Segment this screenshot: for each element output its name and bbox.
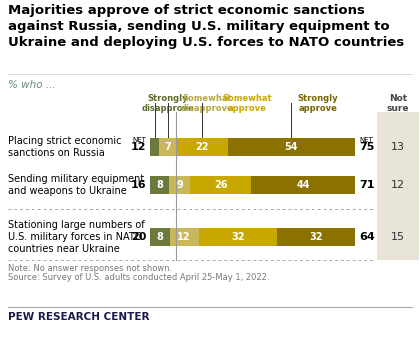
- Bar: [377, 112, 419, 260]
- Bar: [169, 176, 190, 194]
- Text: 16: 16: [130, 180, 146, 190]
- Text: % who ...: % who ...: [8, 80, 55, 90]
- Bar: [150, 228, 170, 246]
- Bar: [277, 228, 355, 246]
- Bar: [199, 228, 277, 246]
- Bar: [251, 176, 355, 194]
- Bar: [150, 138, 160, 156]
- Text: 9: 9: [176, 180, 183, 190]
- Text: 8: 8: [156, 232, 163, 242]
- Text: 12: 12: [391, 180, 405, 190]
- Text: Stationing large numbers of
U.S. military forces in NATO
countries near Ukraine: Stationing large numbers of U.S. militar…: [8, 220, 144, 254]
- Text: 71: 71: [359, 180, 375, 190]
- Text: Somewhat
approve: Somewhat approve: [222, 94, 272, 114]
- Text: 32: 32: [231, 232, 244, 242]
- Text: Strongly
disapprove: Strongly disapprove: [142, 94, 194, 114]
- Text: Strongly
approve: Strongly approve: [298, 94, 339, 114]
- Text: 15: 15: [391, 232, 405, 242]
- Bar: [176, 138, 228, 156]
- Bar: [228, 138, 355, 156]
- Text: Sending military equipment
and weapons to Ukraine: Sending military equipment and weapons t…: [8, 174, 144, 196]
- Text: 13: 13: [391, 142, 405, 152]
- Text: NET: NET: [132, 137, 146, 143]
- Text: Majorities approve of strict economic sanctions
against Russia, sending U.S. mil: Majorities approve of strict economic sa…: [8, 4, 404, 49]
- Text: Source: Survey of U.S. adults conducted April 25-May 1, 2022.: Source: Survey of U.S. adults conducted …: [8, 273, 270, 282]
- Bar: [190, 176, 251, 194]
- Text: 8: 8: [156, 180, 163, 190]
- Text: NET: NET: [359, 137, 373, 143]
- Text: 20: 20: [131, 232, 146, 242]
- Text: Note: No answer responses not shown.: Note: No answer responses not shown.: [8, 264, 172, 273]
- Text: PEW RESEARCH CENTER: PEW RESEARCH CENTER: [8, 312, 150, 322]
- Text: Not
sure: Not sure: [387, 94, 409, 114]
- Text: Placing strict economic
sanctions on Russia: Placing strict economic sanctions on Rus…: [8, 136, 121, 158]
- Bar: [160, 138, 176, 156]
- Text: 22: 22: [195, 142, 209, 152]
- Bar: [150, 176, 169, 194]
- Text: 32: 32: [309, 232, 323, 242]
- Text: 12: 12: [131, 142, 146, 152]
- Text: 7: 7: [164, 142, 171, 152]
- Text: 64: 64: [359, 232, 375, 242]
- Text: 44: 44: [297, 180, 310, 190]
- Text: 12: 12: [177, 232, 191, 242]
- Text: 54: 54: [285, 142, 298, 152]
- Text: Somewhat
disapprove: Somewhat disapprove: [181, 94, 234, 114]
- Text: 75: 75: [359, 142, 374, 152]
- Bar: [170, 228, 199, 246]
- Text: 26: 26: [214, 180, 228, 190]
